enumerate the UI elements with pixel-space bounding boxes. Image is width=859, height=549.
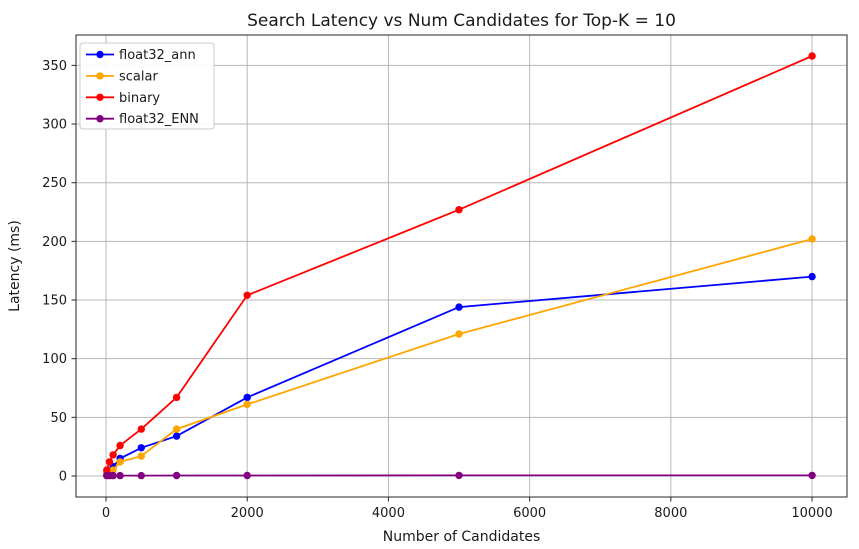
series-float32_ann-marker <box>455 303 463 311</box>
series-scalar-marker <box>455 330 463 338</box>
series-scalar <box>103 235 816 478</box>
series-float32_ann-marker <box>137 444 145 452</box>
series-float32_ENN-marker <box>243 471 251 480</box>
legend-handle-marker <box>96 72 104 80</box>
x-tick-label: 0 <box>102 506 110 521</box>
series-binary-marker <box>455 206 463 214</box>
series-binary-marker <box>109 451 117 459</box>
y-tick-label: 250 <box>42 176 67 191</box>
series-scalar-marker <box>137 452 145 460</box>
series-float32_ENN-marker <box>109 471 117 480</box>
legend-label: float32_ENN <box>119 112 199 127</box>
series-float32_ENN-marker <box>137 471 145 480</box>
series-scalar-marker <box>172 425 181 433</box>
series-binary-marker <box>172 393 181 402</box>
legend-label: float32_ann <box>119 48 196 63</box>
legend-handle-marker <box>96 115 104 123</box>
series-scalar-marker <box>116 458 124 466</box>
series-binary-marker <box>103 466 111 474</box>
series-float32_ENN <box>103 471 816 480</box>
y-tick-label: 100 <box>42 352 67 367</box>
series-float32_ENN-marker <box>455 471 463 480</box>
plot-frame <box>75 34 848 498</box>
legend-handle-marker <box>96 93 104 102</box>
x-tick-label: 4000 <box>372 506 405 521</box>
series-binary-marker <box>243 291 251 299</box>
gridlines <box>76 35 847 497</box>
x-axis-label: Number of Candidates <box>383 529 541 545</box>
series-float32_ann-marker <box>243 393 251 402</box>
x-tick-label: 10000 <box>791 506 832 521</box>
series-binary-marker <box>116 441 124 450</box>
series-binary-marker <box>808 52 816 60</box>
series-float32_ENN-marker <box>116 471 124 480</box>
series-scalar-marker <box>109 466 117 474</box>
chart-title: Search Latency vs Num Candidates for Top… <box>247 11 676 31</box>
legend-label: binary <box>119 91 160 106</box>
series-scalar-marker <box>243 400 251 409</box>
y-tick-label: 0 <box>59 470 67 485</box>
legend-item-scalar: scalar <box>86 69 158 84</box>
y-tick-label: 150 <box>42 294 67 309</box>
y-axis-label: Latency (ms) <box>7 220 23 312</box>
legend-item-float32_ENN: float32_ENN <box>86 112 199 127</box>
series-float32_ann-marker <box>172 432 181 440</box>
legend-item-float32_ann: float32_ann <box>86 48 196 63</box>
series-float32_ann-marker <box>808 272 816 281</box>
series-binary-marker <box>105 458 114 466</box>
x-tick-label: 8000 <box>654 506 687 521</box>
y-tick-label: 200 <box>42 235 67 250</box>
x-tick-label: 6000 <box>513 506 546 521</box>
legend-handle-marker <box>96 50 104 59</box>
legend-box <box>79 42 215 130</box>
legend-label: scalar <box>119 69 158 84</box>
series-binary <box>103 52 816 474</box>
series-scalar-marker <box>808 235 816 243</box>
legend-item-binary: binary <box>86 91 160 106</box>
y-tick-label: 50 <box>50 411 67 426</box>
series-binary-marker <box>137 425 145 433</box>
y-tick-label: 300 <box>42 118 67 133</box>
series-float32_ENN-marker <box>172 471 181 480</box>
series-float32_ENN-marker <box>808 471 816 480</box>
x-tick-label: 2000 <box>231 506 264 521</box>
y-tick-label: 350 <box>42 59 67 74</box>
